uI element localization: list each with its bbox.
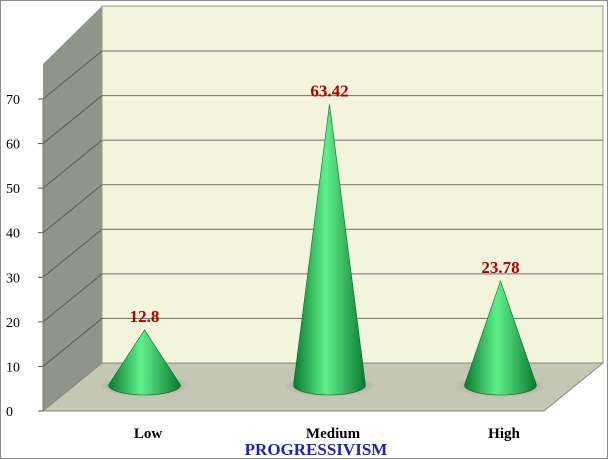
cone-high bbox=[464, 280, 537, 396]
y-tick-label: 30 bbox=[6, 271, 20, 286]
category-label-low: Low bbox=[134, 426, 163, 442]
gridlines bbox=[42, 50, 603, 367]
y-tick-label: 40 bbox=[6, 227, 20, 242]
gridline-diagonal bbox=[42, 318, 103, 367]
x-axis-title: PROGRESSIVISM bbox=[245, 440, 388, 459]
category-labels: Low Medium High bbox=[134, 426, 521, 442]
category-label-medium: Medium bbox=[306, 426, 361, 442]
gridline-diagonal bbox=[42, 139, 103, 189]
cones: 12.8 63.42 23.78 bbox=[98, 81, 547, 397]
gridline-diagonal bbox=[42, 184, 103, 234]
category-label-high: High bbox=[488, 426, 520, 442]
y-tick-label: 0 bbox=[6, 405, 13, 420]
gridline-diagonal bbox=[42, 50, 103, 100]
y-tick-label: 10 bbox=[6, 360, 20, 375]
gridline-diagonal bbox=[42, 95, 103, 144]
gridline-diagonal bbox=[42, 273, 103, 323]
data-label-medium: 63.42 bbox=[310, 81, 348, 100]
y-tick-label: 20 bbox=[6, 316, 20, 331]
cone-medium bbox=[293, 104, 366, 396]
cone-low bbox=[108, 329, 181, 396]
y-tick-label: 70 bbox=[6, 93, 20, 108]
data-label-low: 12.8 bbox=[130, 307, 160, 326]
gridline-diagonal bbox=[42, 228, 103, 278]
data-label-high: 23.78 bbox=[481, 258, 519, 277]
y-tick-label: 50 bbox=[6, 182, 20, 197]
y-tick-label: 60 bbox=[6, 138, 20, 153]
y-axis-ticks: 0 10 20 30 40 50 60 70 bbox=[6, 93, 43, 420]
